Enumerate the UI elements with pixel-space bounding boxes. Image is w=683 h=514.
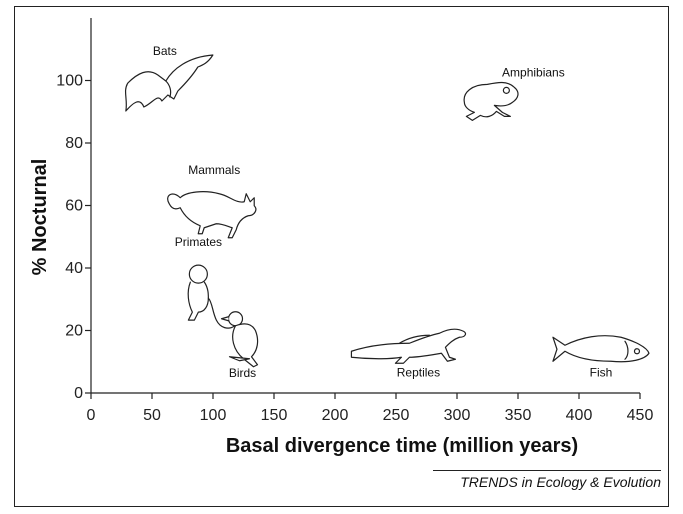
lizard-icon: [350, 328, 467, 364]
point-label: Fish: [590, 365, 613, 379]
point-label: Bats: [153, 44, 177, 58]
point-label: Birds: [229, 366, 256, 380]
point-label: Reptiles: [397, 365, 440, 379]
data-point: Fish: [552, 335, 650, 379]
x-tick-label: 450: [627, 407, 654, 424]
x-tick-label: 200: [322, 407, 349, 424]
data-point: Amphibians: [463, 65, 565, 121]
figure-frame: [14, 6, 669, 507]
y-tick-label: 40: [65, 260, 83, 277]
point-label: Mammals: [188, 163, 240, 177]
x-tick-label: 100: [200, 407, 227, 424]
data-point: Reptiles: [350, 328, 467, 379]
x-tick-label: 400: [566, 407, 593, 424]
x-axis-title: Basal divergence time (million years): [226, 435, 578, 457]
y-tick-label: 80: [65, 135, 83, 152]
point-label: Amphibians: [502, 65, 565, 79]
y-axis-ticks: 0 20 40 60 80 100: [56, 73, 91, 402]
y-axis-title: % Nocturnal: [29, 159, 51, 276]
y-tick-label: 60: [65, 198, 83, 215]
frog-icon: [463, 81, 519, 121]
fish-icon: [552, 335, 650, 363]
x-tick-label: 350: [505, 407, 532, 424]
y-tick-label: 100: [56, 73, 83, 90]
footer-rule: [433, 470, 661, 471]
x-tick-label: 0: [87, 407, 96, 424]
data-point: Bats: [124, 44, 214, 112]
data-point: Primates: [175, 235, 238, 329]
data-point: Birds: [220, 311, 259, 380]
data-points: Bats Amphibians Mammals Primates Birds Reptil…: [124, 44, 650, 380]
cat-icon: [167, 191, 257, 239]
x-axis-ticks: 0 50 100 150 200 250 300 350 400 450: [87, 393, 654, 424]
x-tick-label: 300: [444, 407, 471, 424]
bird-icon: [220, 311, 259, 368]
source-credit: TRENDS in Ecology & Evolution: [460, 474, 661, 490]
bat-icon: [124, 54, 214, 112]
x-tick-label: 250: [383, 407, 410, 424]
data-point: Mammals: [167, 163, 257, 239]
y-tick-label: 0: [74, 385, 83, 402]
x-tick-label: 50: [143, 407, 161, 424]
x-tick-label: 150: [261, 407, 288, 424]
y-tick-label: 20: [65, 323, 83, 340]
point-label: Primates: [175, 235, 222, 249]
axes-group: 0 50 100 150 200 250 300 350 400 450 0 20 40 60 80 100: [56, 18, 653, 424]
